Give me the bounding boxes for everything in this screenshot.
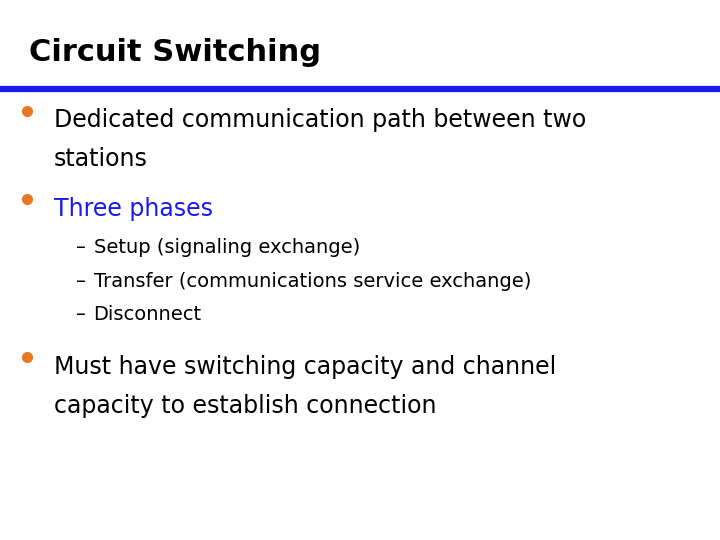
Text: Disconnect: Disconnect: [94, 305, 202, 324]
Text: –: –: [76, 238, 86, 257]
Text: –: –: [76, 305, 86, 324]
Text: Circuit Switching: Circuit Switching: [29, 38, 321, 67]
Text: stations: stations: [54, 147, 148, 171]
Text: Transfer (communications service exchange): Transfer (communications service exchang…: [94, 272, 531, 291]
Text: Must have switching capacity and channel: Must have switching capacity and channel: [54, 355, 557, 379]
Text: capacity to establish connection: capacity to establish connection: [54, 394, 436, 417]
Text: Dedicated communication path between two: Dedicated communication path between two: [54, 108, 586, 132]
Text: –: –: [76, 272, 86, 291]
Text: Setup (signaling exchange): Setup (signaling exchange): [94, 238, 360, 257]
Text: Three phases: Three phases: [54, 197, 213, 220]
